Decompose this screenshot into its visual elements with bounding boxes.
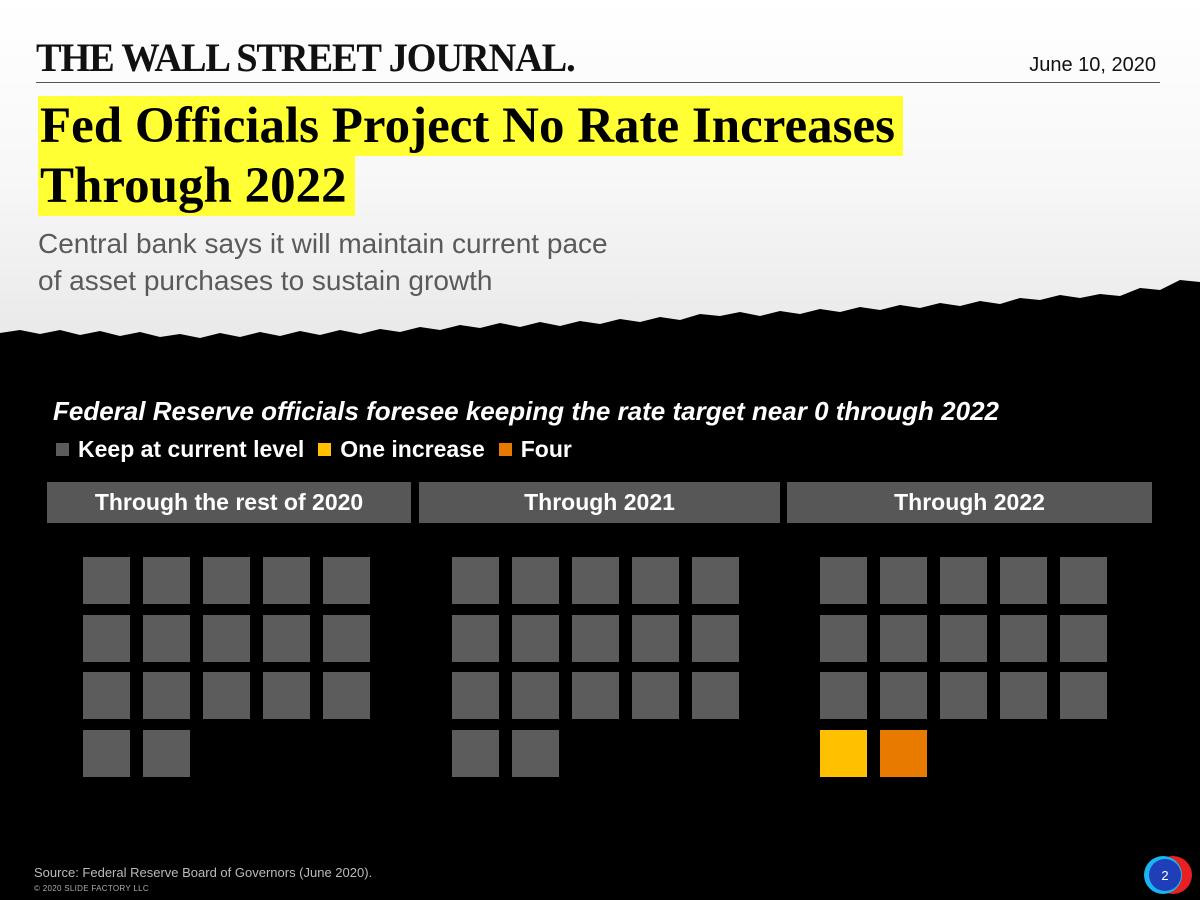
unit-square-four [880, 730, 927, 777]
subhead: Central bank says it will maintain curre… [38, 225, 738, 299]
copyright-note: © 2020 SLIDE FACTORY LLC [34, 884, 149, 893]
unit-square-keep-at-current-level [323, 672, 370, 719]
unit-square-keep-at-current-level [820, 672, 867, 719]
unit-square-keep-at-current-level [1000, 615, 1047, 662]
chart-title: Federal Reserve officials foresee keepin… [53, 396, 1000, 426]
subhead-line-2: of asset purchases to sustain growth [38, 265, 493, 296]
unit-square-keep-at-current-level [203, 557, 250, 604]
legend-swatch-one-increase [318, 443, 332, 456]
unit-square-keep-at-current-level [452, 730, 499, 777]
unit-square-keep-at-current-level [692, 672, 739, 719]
unit-square-keep-at-current-level [512, 672, 559, 719]
legend-swatch-keep [56, 443, 69, 456]
unit-square-keep-at-current-level [203, 672, 250, 719]
legend-item-four: Four [498, 436, 572, 463]
headline: Fed Officials Project No Rate Increases … [38, 96, 903, 216]
unit-square-keep-at-current-level [83, 730, 130, 777]
legend-item-keep: Keep at current level [56, 436, 304, 463]
masthead-logo: THE WALL STREET JOURNAL. [36, 35, 576, 80]
publication-date: June 10, 2020 [1029, 54, 1156, 76]
unit-square-keep-at-current-level [143, 615, 190, 662]
unit-square-keep-at-current-level [692, 557, 739, 604]
unit-square-keep-at-current-level [323, 557, 370, 604]
unit-square-keep-at-current-level [203, 615, 250, 662]
unit-square-keep-at-current-level [820, 557, 867, 604]
unit-square-keep-at-current-level [940, 557, 987, 604]
unit-square-keep-at-current-level [820, 615, 867, 662]
unit-square-keep-at-current-level [512, 615, 559, 662]
unit-square-keep-at-current-level [143, 672, 190, 719]
torn-paper-shape [0, 0, 1200, 338]
legend-label-four: Four [520, 436, 572, 462]
unit-square-keep-at-current-level [83, 615, 130, 662]
unit-square-keep-at-current-level [512, 557, 559, 604]
masthead-rule [36, 82, 1160, 83]
unit-square-keep-at-current-level [83, 672, 130, 719]
page-number-badge: 2 [1144, 855, 1192, 895]
source-note: Source: Federal Reserve Board of Governo… [34, 865, 373, 880]
panel-header-2021: Through 2021 [419, 482, 780, 523]
unit-square-keep-at-current-level [1000, 672, 1047, 719]
unit-square-keep-at-current-level [263, 615, 310, 662]
legend-label-one-increase: One increase [340, 436, 485, 462]
legend-item-one-increase: One increase [318, 436, 485, 463]
unit-square-keep-at-current-level [572, 615, 619, 662]
unit-square-keep-at-current-level [632, 557, 679, 604]
unit-square-keep-at-current-level [452, 557, 499, 604]
paper-header-area: THE WALL STREET JOURNAL. June 10, 2020 F… [0, 0, 1200, 360]
unit-square-one-increase [820, 730, 867, 777]
unit-square-keep-at-current-level [1060, 615, 1107, 662]
unit-square-keep-at-current-level [940, 615, 987, 662]
unit-square-keep-at-current-level [452, 672, 499, 719]
unit-square-keep-at-current-level [632, 672, 679, 719]
unit-square-keep-at-current-level [632, 615, 679, 662]
unit-square-keep-at-current-level [1060, 672, 1107, 719]
unit-square-keep-at-current-level [940, 672, 987, 719]
legend-swatch-four [498, 443, 512, 456]
unit-square-keep-at-current-level [263, 557, 310, 604]
unit-square-keep-at-current-level [1000, 557, 1047, 604]
subhead-line-1: Central bank says it will maintain curre… [38, 228, 608, 259]
chart-legend: Keep at current level One increase Four [56, 436, 586, 463]
unit-square-keep-at-current-level [572, 557, 619, 604]
page-number: 2 [1149, 859, 1181, 891]
headline-line-2: Through 2022 [38, 156, 355, 216]
unit-square-keep-at-current-level [880, 615, 927, 662]
unit-square-keep-at-current-level [1060, 557, 1107, 604]
unit-square-keep-at-current-level [512, 730, 559, 777]
panel-header-2020: Through the rest of 2020 [47, 482, 411, 523]
panel-header-2022: Through 2022 [787, 482, 1152, 523]
unit-square-keep-at-current-level [83, 557, 130, 604]
headline-line-1: Fed Officials Project No Rate Increases [38, 96, 903, 156]
unit-square-keep-at-current-level [452, 615, 499, 662]
unit-square-keep-at-current-level [143, 557, 190, 604]
unit-square-keep-at-current-level [880, 557, 927, 604]
unit-square-keep-at-current-level [880, 672, 927, 719]
unit-square-keep-at-current-level [323, 615, 370, 662]
unit-square-keep-at-current-level [263, 672, 310, 719]
unit-square-keep-at-current-level [143, 730, 190, 777]
unit-square-keep-at-current-level [572, 672, 619, 719]
unit-square-keep-at-current-level [692, 615, 739, 662]
legend-label-keep: Keep at current level [78, 436, 305, 462]
